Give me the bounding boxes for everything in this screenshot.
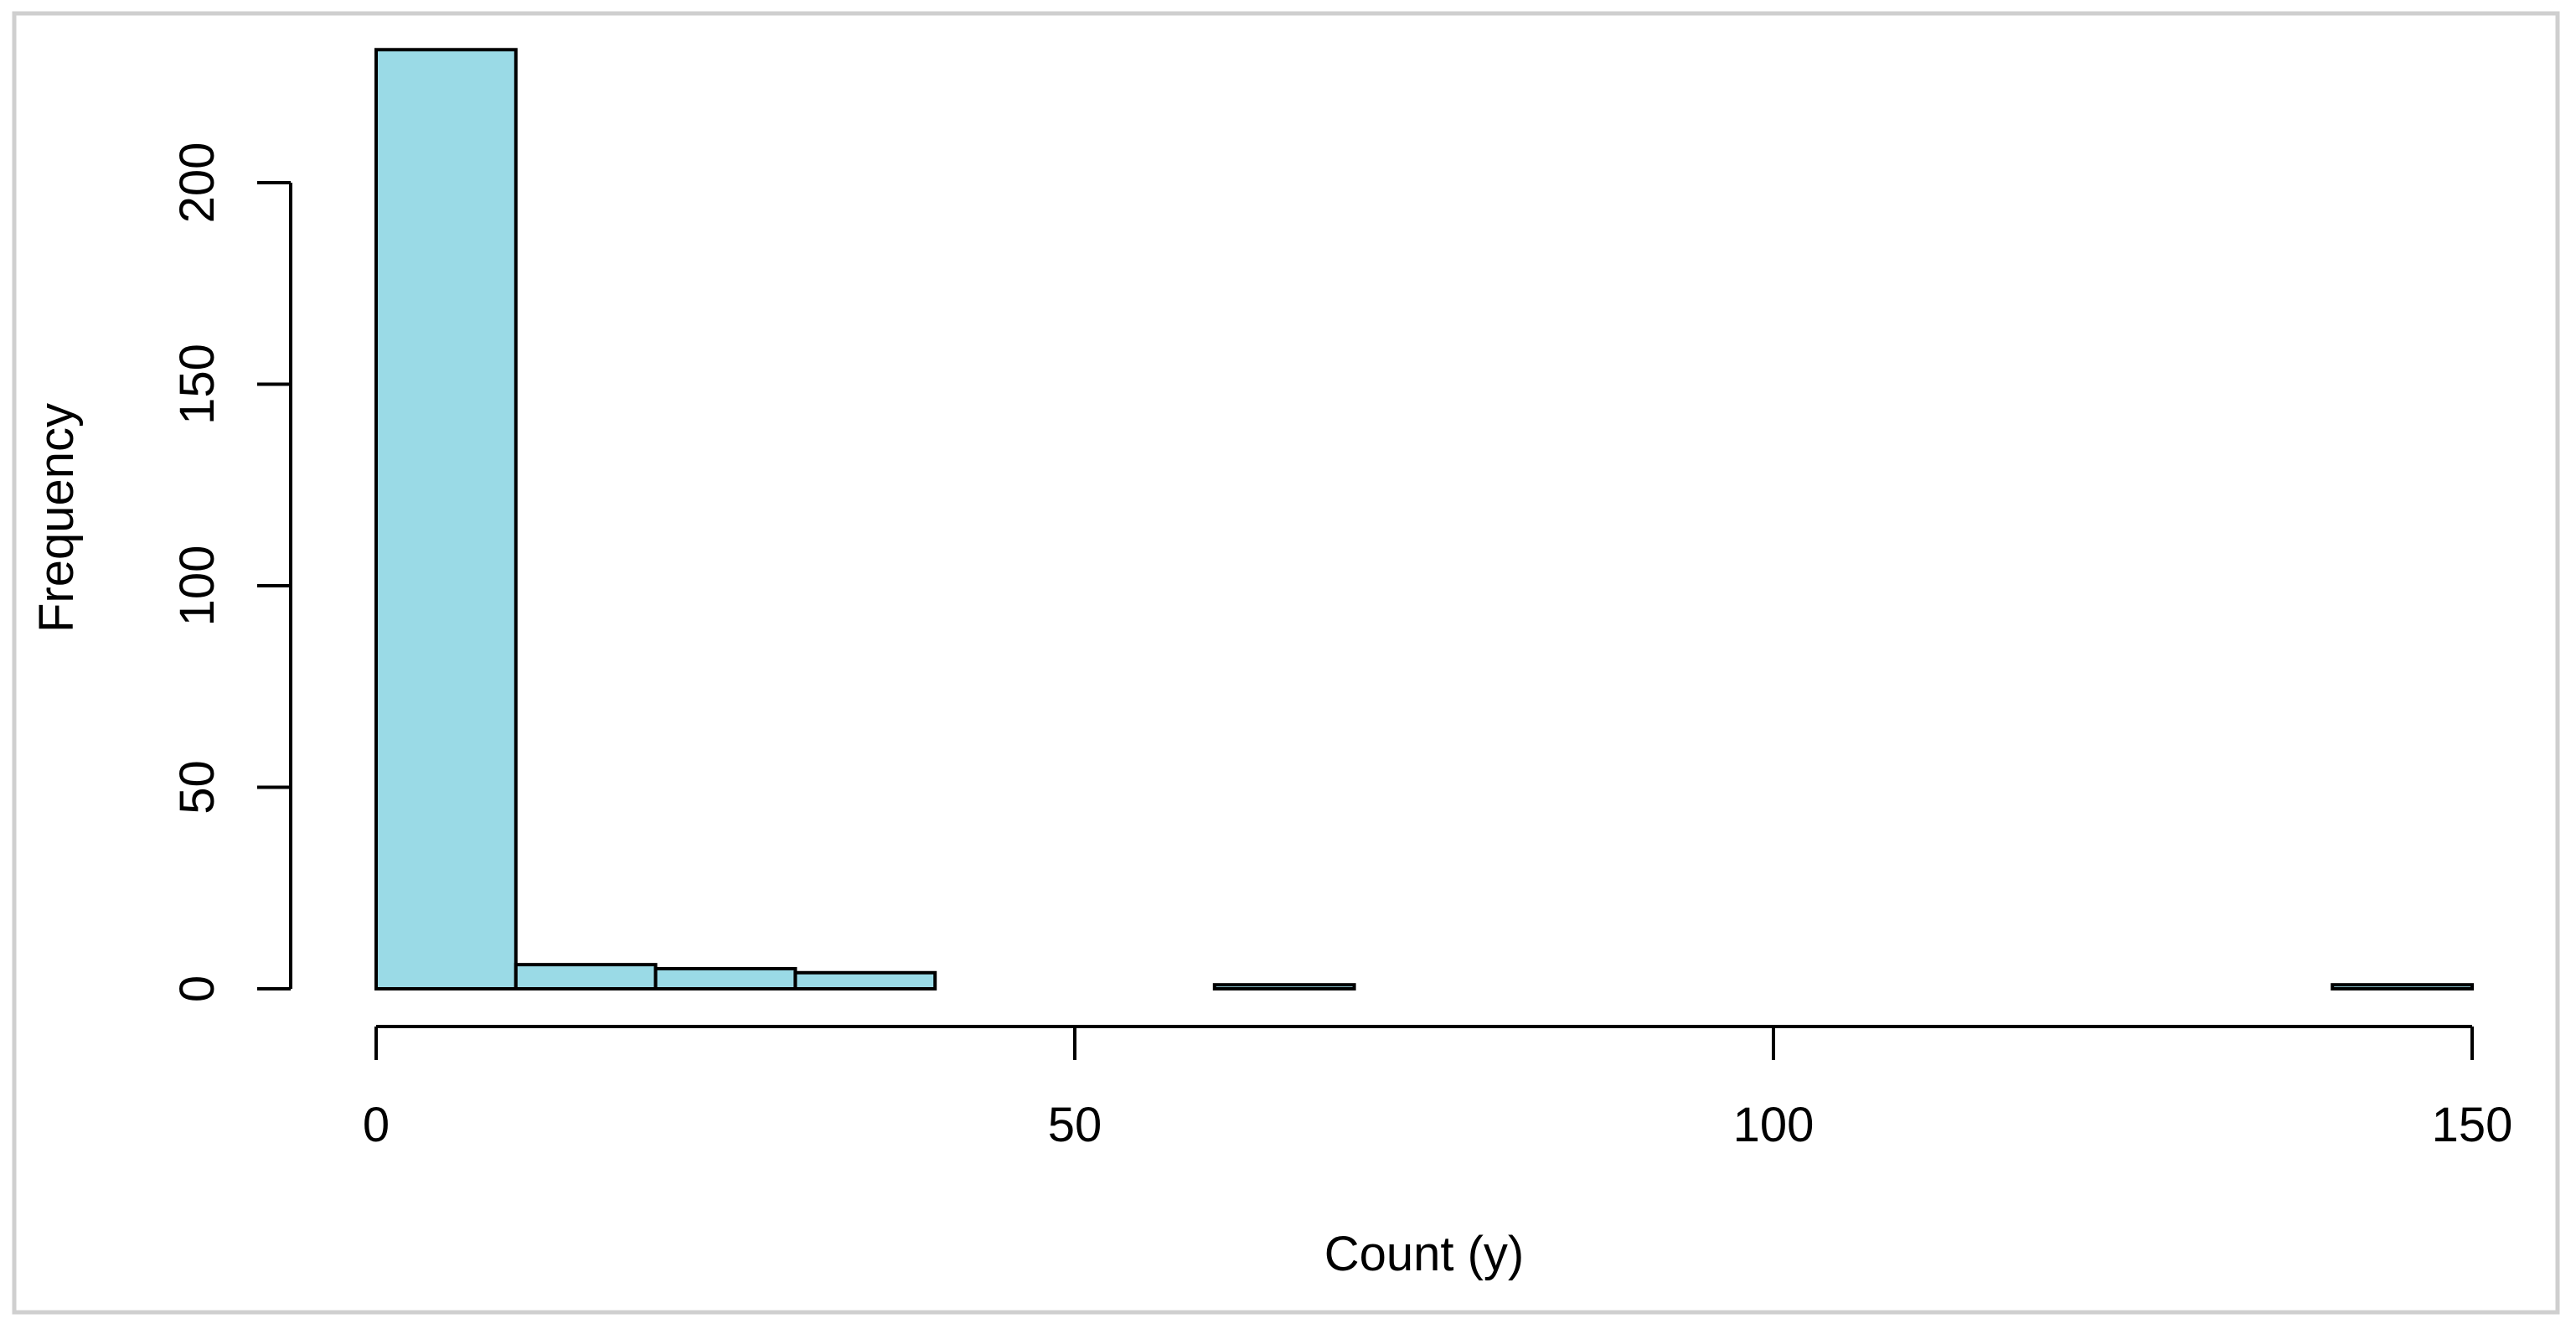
histogram-bars <box>374 48 2474 991</box>
y-tick-label-0: 0 <box>170 975 225 1002</box>
x-tick-label-100: 100 <box>1733 1098 1815 1152</box>
histogram-bar-140-150 <box>2331 983 2474 990</box>
x-tick-label-50: 50 <box>1048 1098 1102 1152</box>
y-tick-label-150: 150 <box>170 344 225 425</box>
x-tick-label-150: 150 <box>2432 1098 2513 1152</box>
x-axis: 0 50 100 150 <box>363 1025 2513 1152</box>
y-tick-label-100: 100 <box>170 546 225 627</box>
histogram-bar-0-10 <box>374 48 518 990</box>
y-tick-label-50: 50 <box>170 760 225 815</box>
y-tick-label-200: 200 <box>170 142 225 224</box>
x-axis-label: Count (y) <box>1324 1227 1525 1281</box>
histogram-bar-10-20 <box>514 963 658 991</box>
x-tick-label-0: 0 <box>363 1098 390 1152</box>
y-axis: 0 50 100 150 200 <box>170 142 292 1002</box>
histogram-bar-20-30 <box>653 966 798 990</box>
histogram-bar-60-70 <box>1212 983 1356 990</box>
y-axis-label: Frequency <box>29 403 84 633</box>
histogram-bar-30-40 <box>793 970 937 991</box>
